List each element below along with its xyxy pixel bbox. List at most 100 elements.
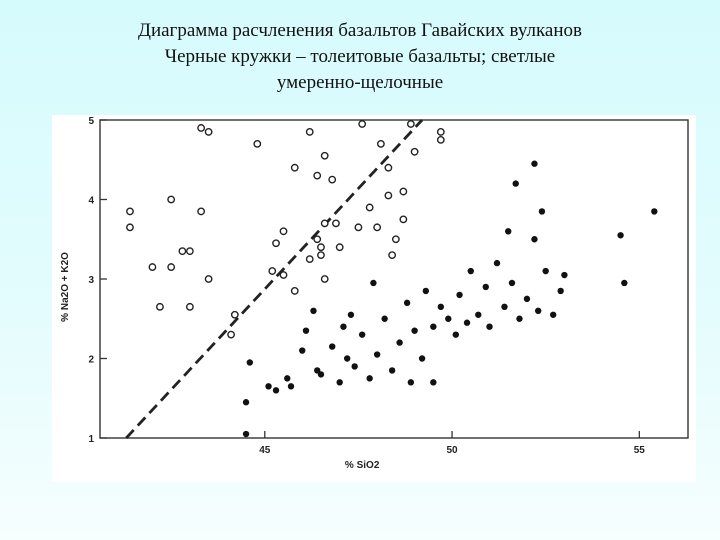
open-circle-point [185, 247, 194, 256]
open-circle-point [376, 139, 385, 148]
filled-circle-point [347, 311, 355, 318]
title-line-1: Диаграмма расчленения базальтов Гавайски… [137, 20, 582, 41]
filled-circle-point [351, 363, 358, 370]
filled-circle-point [463, 319, 471, 326]
filled-circle-point [403, 299, 411, 307]
open-circle-point [317, 243, 325, 252]
filled-circle-point [366, 375, 373, 382]
open-circle-point [320, 151, 329, 160]
open-circle-point [335, 243, 344, 252]
filled-circle-point [302, 327, 310, 334]
filled-circle-point [534, 307, 542, 314]
y-tick-label: 2 [88, 355, 94, 366]
filled-circle-point [505, 228, 512, 235]
filled-circle-point [523, 295, 531, 303]
y-tick-label: 3 [88, 275, 94, 286]
open-circle-point [320, 275, 329, 283]
open-circle-point [290, 287, 299, 295]
filled-circle-point [561, 271, 568, 279]
filled-circle-point [557, 287, 564, 295]
filled-circle-point [388, 367, 396, 374]
open-circle-point [290, 163, 299, 172]
filled-circle-point [516, 315, 523, 322]
title-line-3: умеренно-щелочные [276, 72, 444, 93]
open-circle-point [167, 263, 176, 271]
filled-circle-point [358, 331, 366, 338]
filled-circle-point [482, 283, 489, 291]
slide-title: Диаграмма расчленения базальтов Гавайски… [0, 18, 720, 96]
open-circle-point [410, 147, 419, 156]
open-circle-point [156, 302, 164, 311]
y-tick-label: 4 [88, 196, 94, 207]
filled-circle-point [272, 387, 280, 394]
filled-circle-point [370, 279, 377, 287]
open-circle-point [365, 203, 374, 212]
filled-circle-point [512, 180, 519, 187]
x-axis-label: % SiO2 [345, 460, 380, 471]
open-circle-point [305, 255, 314, 264]
open-circle-point [399, 187, 408, 196]
filled-circle-point [242, 399, 250, 406]
y-axis-label: % Na2O + K2O [60, 252, 71, 322]
y-tick-label: 5 [88, 116, 94, 127]
open-circle-point [313, 171, 322, 180]
filled-circle-point [617, 232, 624, 239]
filled-circle-point [287, 383, 295, 390]
open-circle-point [253, 139, 262, 148]
filled-circle-point [343, 355, 351, 362]
filled-circle-point [314, 367, 321, 374]
filled-circle-point [310, 307, 317, 314]
filled-circle-point [373, 351, 381, 358]
filled-circle-point [407, 379, 415, 386]
filled-circle-point [621, 279, 628, 287]
filled-circle-point [531, 236, 538, 243]
open-circle-point [197, 207, 206, 216]
filled-circle-point [456, 291, 463, 299]
filled-circle-point [411, 327, 418, 334]
filled-circle-point [265, 383, 272, 390]
open-circle-point [328, 175, 337, 184]
x-tick-label: 55 [634, 445, 646, 456]
open-circle-point [126, 223, 134, 232]
filled-circle-point [396, 339, 403, 346]
open-circle-point [148, 263, 157, 271]
filled-circle-point [508, 279, 516, 287]
filled-circle-point [493, 259, 501, 267]
filled-circle-point [340, 323, 347, 330]
filled-circle-point [329, 343, 336, 350]
filled-circle-point [651, 208, 658, 215]
open-circle-point [268, 267, 277, 275]
open-circle-point [230, 310, 239, 319]
open-circle-point [305, 128, 314, 136]
open-circle-point [204, 275, 213, 283]
open-circle-point [279, 227, 288, 236]
open-circle-point [313, 235, 322, 244]
open-circle-point [320, 219, 329, 228]
filled-circle-point [430, 379, 437, 386]
filled-circle-point [336, 379, 343, 386]
dividing-line-layer [125, 119, 424, 439]
y-tick-label: 1 [88, 434, 94, 445]
filled-circle-point [452, 331, 459, 338]
open-circle-point [272, 239, 280, 248]
dividing-line [125, 119, 424, 439]
chart-panel: 1 2 3 4 5 45 50 55 % SiO2 % Na2O + K2O [52, 115, 696, 482]
x-tick-label: 45 [259, 445, 271, 456]
filled-circle-point [538, 208, 546, 215]
open-circle-point [406, 120, 415, 128]
open-circle-point [391, 235, 400, 244]
filled-circle-point [467, 267, 474, 275]
open-circle-point [373, 223, 382, 232]
filled-circle-point [422, 287, 430, 295]
points-layer [126, 120, 658, 438]
open-circle-point [358, 120, 367, 128]
open-circle-point [204, 128, 213, 136]
open-circle-point [317, 251, 325, 260]
filled-circle-point [549, 311, 557, 318]
open-circle-point [436, 128, 445, 136]
filled-circle-point [445, 315, 452, 322]
title-line-2: Черные кружки – толеитовые базальты; све… [164, 46, 556, 67]
open-circle-point [185, 302, 194, 311]
filled-circle-point [486, 323, 493, 330]
